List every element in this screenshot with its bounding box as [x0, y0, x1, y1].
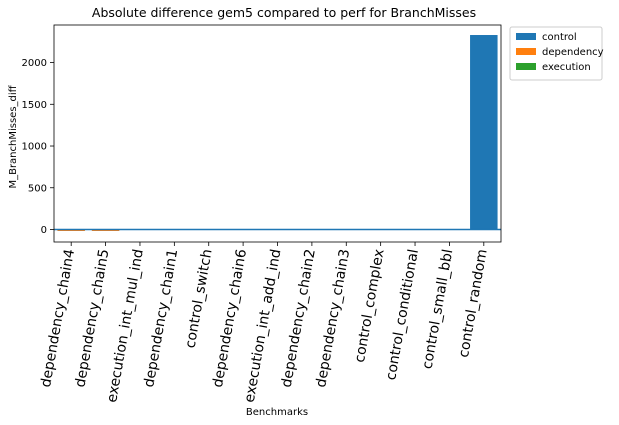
x-tick-label: control_switch — [183, 248, 216, 349]
y-tick-label: 1500 — [22, 100, 47, 111]
x-tick-label: execution_int_mul_ind — [104, 248, 147, 404]
bar-dependency-dependency_chain5 — [91, 229, 120, 231]
x-tick-label: control_complex — [352, 248, 388, 364]
x-tick-label: dependency_chain3 — [313, 248, 353, 389]
x-tick-label: control_conditional — [383, 248, 422, 381]
x-tick-label: execution_int_add_ind — [242, 248, 285, 404]
y-tick-label: 2000 — [22, 58, 47, 69]
x-tick-label: dependency_chain1 — [141, 248, 181, 389]
legend-swatch-control — [516, 33, 536, 40]
legend-swatch-execution — [516, 63, 536, 70]
x-tick-label: dependency_chain6 — [210, 248, 250, 389]
legend: control dependency execution — [509, 26, 604, 81]
x-axis-label: Benchmarks — [246, 407, 308, 418]
bar-control-control_random — [470, 35, 498, 230]
x-tick-label: dependency_chain2 — [279, 248, 319, 389]
legend-label-dependency: dependency — [542, 47, 604, 58]
y-tick-label: 0 — [41, 225, 47, 236]
plot-frame — [53, 24, 502, 243]
y-tick-label: 500 — [28, 183, 47, 194]
y-axis-label: M_BranchMisses_diff — [8, 84, 19, 188]
x-tick-label: dependency_chain5 — [72, 248, 112, 389]
y-tick-label: 1000 — [22, 142, 47, 153]
chart-title: Absolute difference gem5 compared to per… — [92, 5, 476, 20]
bar-dependency-dependency_chain4 — [57, 229, 85, 231]
x-tick-label: control_small_bbl — [420, 248, 457, 370]
legend-swatch-dependency — [516, 48, 536, 55]
x-tick-label: dependency_chain4 — [38, 248, 78, 389]
legend-label-execution: execution — [542, 62, 591, 73]
legend-label-control: control — [542, 32, 577, 43]
x-tick-label: control_random — [456, 248, 491, 359]
